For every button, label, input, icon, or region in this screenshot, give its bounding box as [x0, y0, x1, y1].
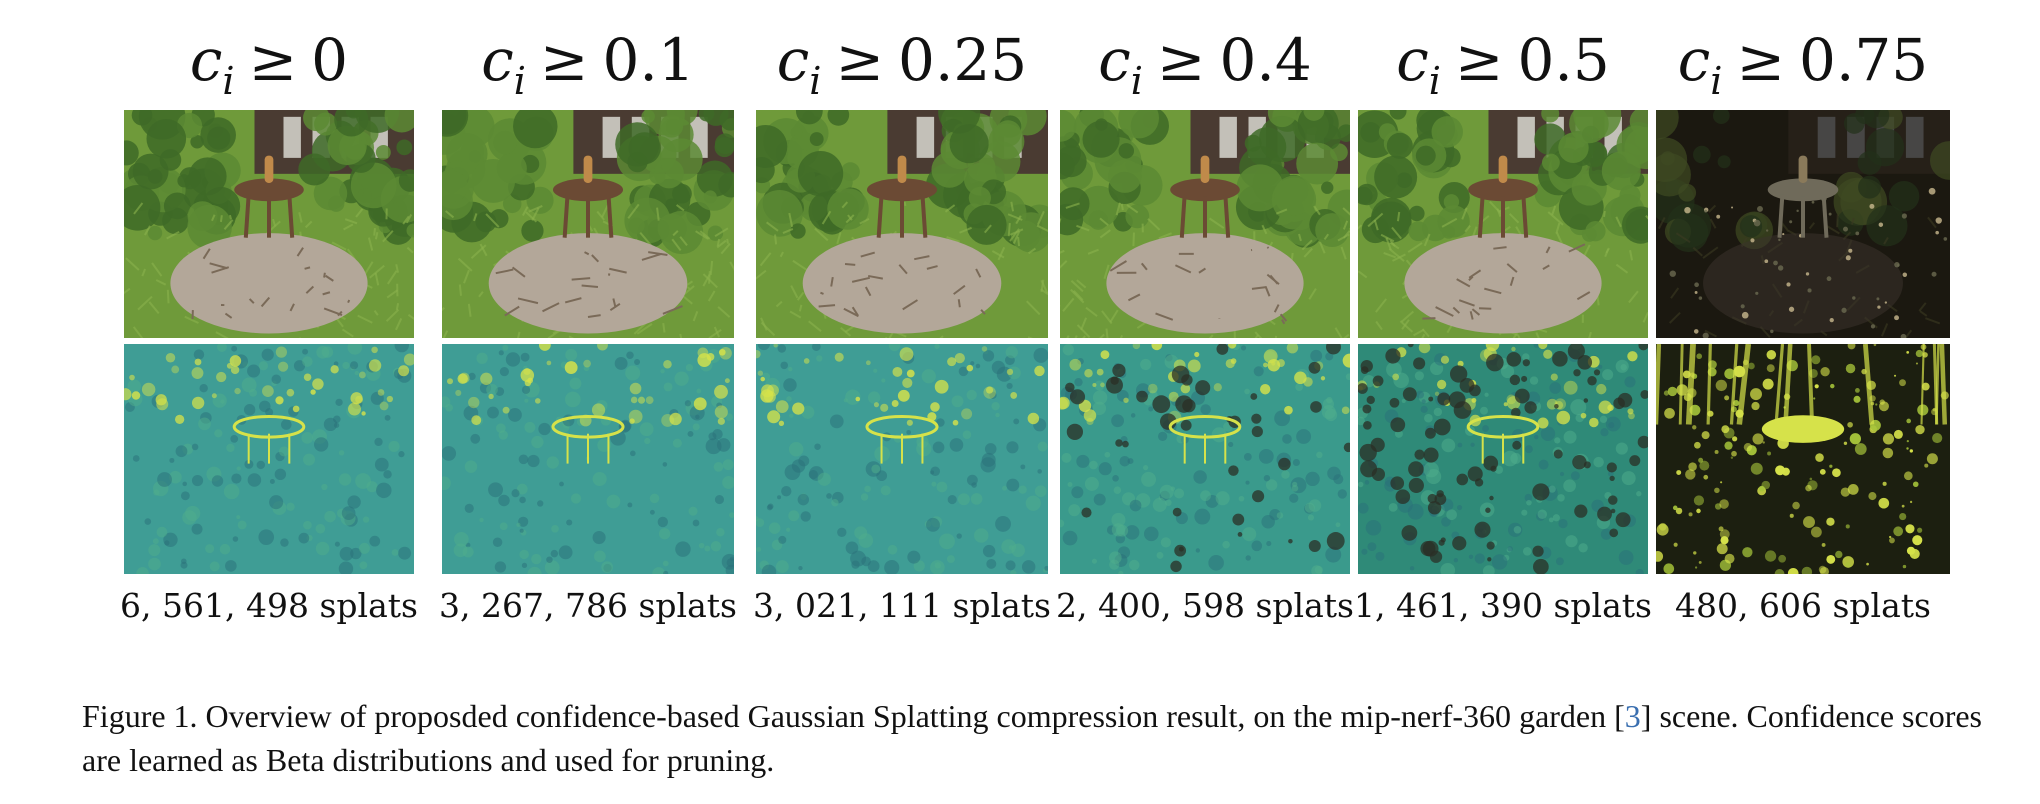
threshold-label: ci ≥0 [84, 22, 454, 103]
splat-count: 3, 267, 786 splats [439, 586, 737, 625]
confidence-map [756, 344, 1048, 574]
threshold-variable: c [481, 26, 514, 94]
threshold-variable: c [1098, 26, 1131, 94]
threshold-subscript: i [513, 59, 526, 103]
threshold-value: 0.75 [1799, 26, 1929, 94]
threshold-subscript: i [1710, 59, 1723, 103]
splat-count: 2, 400, 598 splats [1056, 586, 1354, 625]
splat-count: 1, 461, 390 splats [1354, 586, 1652, 625]
threshold-variable: c [1396, 26, 1429, 94]
splat-count: 480, 606 splats [1675, 586, 1931, 625]
threshold-label: ci ≥0.75 [1616, 22, 1990, 103]
threshold-variable: c [776, 26, 810, 94]
threshold-value: 0 [311, 26, 349, 94]
threshold-value: 0.25 [898, 26, 1028, 94]
confidence-map [442, 344, 734, 574]
caption-citation-link[interactable]: 3 [1624, 698, 1641, 734]
threshold-label: ci ≥0.25 [716, 22, 1088, 103]
threshold-value: 0.4 [1219, 26, 1312, 94]
threshold-variable: c [189, 26, 223, 94]
splat-count: 6, 561, 498 splats [120, 586, 418, 625]
threshold-operator: ≥ [1454, 26, 1504, 94]
confidence-map [124, 344, 414, 574]
threshold-subscript: i [1130, 59, 1143, 103]
threshold-operator: ≥ [835, 26, 885, 94]
threshold-label: ci ≥0.4 [1020, 22, 1390, 103]
confidence-map [1060, 344, 1350, 574]
threshold-subscript: i [809, 59, 822, 103]
threshold-label: ci ≥0.5 [1318, 22, 1688, 103]
threshold-operator: ≥ [248, 26, 298, 94]
caption-prefix: Figure 1. Overview of proposded confiden… [82, 698, 1625, 734]
caption-suffix: ] scene. Confidence scores are learned a… [82, 698, 1983, 778]
threshold-operator: ≥ [539, 26, 589, 94]
splat-count: 3, 021, 111 splats [753, 586, 1051, 625]
threshold-operator: ≥ [1736, 26, 1786, 94]
confidence-map [1358, 344, 1648, 574]
figure-caption: Figure 1. Overview of proposded confiden… [82, 694, 1982, 782]
confidence-map [1656, 344, 1950, 574]
rendered-image [442, 110, 734, 338]
threshold-label: ci ≥0.1 [402, 22, 774, 103]
threshold-operator: ≥ [1156, 26, 1206, 94]
threshold-value: 0.5 [1517, 26, 1610, 94]
rendered-image [124, 110, 414, 338]
threshold-value: 0.1 [602, 26, 695, 94]
rendered-image [1358, 110, 1648, 338]
rendered-image [756, 110, 1048, 338]
threshold-subscript: i [1428, 59, 1441, 103]
threshold-subscript: i [222, 59, 235, 103]
rendered-image [1656, 110, 1950, 338]
rendered-image [1060, 110, 1350, 338]
threshold-variable: c [1677, 26, 1711, 94]
